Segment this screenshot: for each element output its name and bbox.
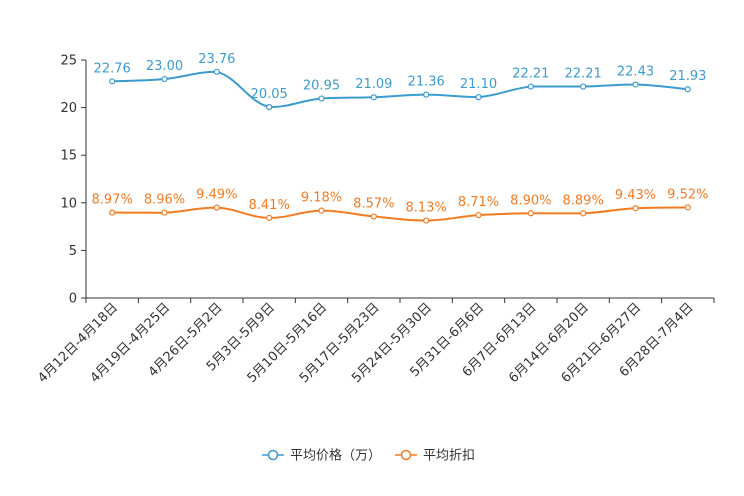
data-point [632, 81, 639, 88]
data-point [423, 91, 430, 98]
data-label: 20.05 [251, 87, 288, 102]
data-label: 22.43 [617, 64, 654, 79]
series-line [112, 206, 688, 222]
data-point [213, 68, 220, 75]
legend-marker-icon [400, 449, 412, 461]
legend-label: 平均折扣 [423, 449, 475, 464]
data-point [580, 210, 587, 217]
data-label: 23.00 [146, 59, 183, 74]
data-point [161, 75, 168, 83]
data-label: 9.43% [615, 188, 656, 203]
data-point [370, 94, 377, 101]
data-point [475, 211, 482, 219]
data-point [318, 95, 325, 102]
legend-label: 平均价格（万） [290, 448, 381, 464]
series-layer: 22.76 23.00 23.76 20.05 20.95 21.09 21.36 21.10… [92, 52, 708, 224]
y-tick-label: 15 [60, 149, 77, 164]
y-tick-label: 5 [69, 244, 77, 259]
y-tick-label: 10 [60, 196, 77, 211]
legend-item-1: 平均价格（万） [262, 448, 381, 464]
data-point [318, 207, 325, 214]
data-point [580, 83, 587, 90]
data-label: 21.36 [408, 75, 445, 90]
data-point [266, 214, 273, 222]
data-label: 22.21 [512, 67, 549, 82]
data-point [109, 209, 116, 216]
data-label: 8.71% [458, 195, 499, 210]
series-line [112, 70, 688, 109]
data-label: 9.49% [196, 188, 237, 203]
data-label: 8.41% [249, 198, 290, 213]
data-label: 20.95 [303, 79, 340, 94]
data-point [109, 78, 116, 85]
data-label: 8.89% [563, 193, 604, 208]
legend: 平均价格（万） 平均折扣 [262, 448, 475, 464]
data-point [632, 205, 639, 212]
data-point [266, 104, 273, 111]
data-label: 8.97% [92, 193, 133, 208]
data-label: 22.21 [565, 67, 602, 82]
data-label: 8.13% [406, 201, 447, 216]
y-tick-label: 25 [60, 54, 77, 69]
data-point [213, 204, 220, 211]
data-point [684, 204, 691, 211]
series-1: 22.76 23.00 23.76 20.05 20.95 21.09 21.36 21.10… [94, 52, 706, 111]
data-label: 8.96% [144, 193, 185, 208]
data-label: 8.90% [510, 193, 551, 208]
series-2: 8.97% 8.96% 9.49% 8.41% 9.18% 8.57% 8.13% 8.71%… [92, 187, 708, 224]
data-point [684, 86, 691, 93]
data-label: 21.09 [355, 77, 392, 92]
data-point [423, 217, 430, 224]
data-point [527, 83, 534, 90]
data-label: 9.18% [301, 191, 342, 206]
data-point [161, 209, 168, 216]
legend-item-2: 平均折扣 [395, 449, 475, 464]
y-tick-label: 20 [60, 101, 77, 116]
data-label: 22.76 [94, 61, 131, 76]
data-point [475, 94, 482, 101]
data-label: 9.52% [667, 187, 708, 202]
data-point [527, 210, 534, 217]
data-label: 21.93 [669, 69, 706, 84]
data-label: 23.76 [198, 52, 235, 67]
legend-marker-icon [267, 449, 279, 461]
y-tick-label: 0 [69, 292, 77, 307]
data-point [370, 213, 377, 220]
data-label: 8.57% [353, 196, 394, 211]
data-label: 21.10 [460, 77, 497, 92]
axes: 05101520254月12日-4月18日4月19日-4月25日4月26日-5月… [35, 54, 715, 386]
